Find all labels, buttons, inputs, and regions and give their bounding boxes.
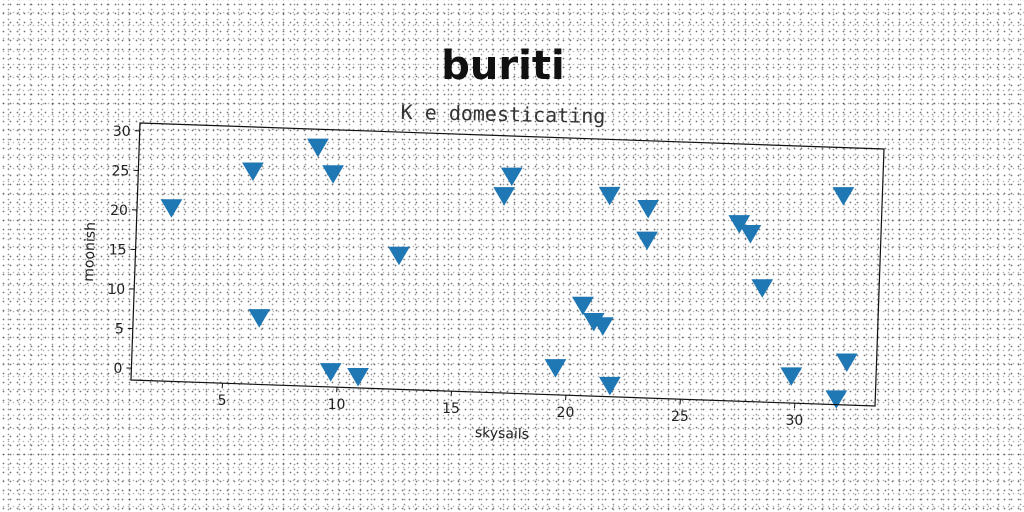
data-point — [347, 368, 369, 387]
data-point — [636, 231, 658, 251]
x-tick-label: 15 — [442, 401, 460, 417]
data-point — [248, 309, 271, 328]
data-point — [835, 353, 858, 372]
data-point — [319, 363, 342, 382]
data-point — [591, 317, 614, 336]
data-point — [598, 186, 621, 206]
y-tick-label: 5 — [115, 322, 124, 338]
x-tick-label: 5 — [218, 393, 227, 409]
data-point — [322, 165, 344, 184]
data-point — [832, 187, 855, 206]
data-points — [160, 138, 858, 409]
plot-frame — [130, 122, 885, 407]
plot-area: 5 10 15 20 25 30 0 5 10 15 20 25 30 skysails moonis… — [81, 122, 885, 443]
x-axis-ticks: 5 10 15 20 25 30 — [218, 383, 803, 429]
brand-title: buriti — [441, 43, 564, 89]
data-point — [500, 167, 523, 187]
data-point — [242, 162, 264, 181]
data-point — [307, 138, 329, 158]
x-tick-label: 25 — [671, 409, 689, 425]
data-point — [780, 367, 803, 386]
y-tick-label: 20 — [110, 203, 128, 219]
x-tick-label: 10 — [328, 397, 346, 413]
data-point — [493, 187, 516, 206]
data-point — [739, 225, 762, 244]
y-tick-label: 15 — [109, 243, 127, 259]
data-point — [160, 199, 183, 218]
x-tick-label: 20 — [557, 405, 575, 421]
data-point — [388, 246, 410, 266]
data-point — [728, 215, 751, 234]
y-axis-ticks: 0 5 10 15 20 25 30 — [107, 124, 140, 377]
y-tick-label: 30 — [113, 124, 131, 140]
y-tick-label: 10 — [107, 282, 125, 298]
data-point — [637, 200, 660, 219]
data-point — [825, 390, 848, 409]
y-tick-label: 25 — [112, 163, 130, 179]
data-point — [544, 359, 567, 378]
x-axis-label: skysails — [475, 425, 530, 443]
chart-title: K e domesticating — [400, 100, 605, 128]
data-point — [751, 279, 774, 298]
y-tick-label: 0 — [113, 361, 122, 377]
data-point — [598, 376, 621, 396]
x-tick-label: 30 — [785, 413, 803, 429]
data-point — [571, 296, 594, 316]
y-axis-label: moonish — [81, 222, 99, 282]
